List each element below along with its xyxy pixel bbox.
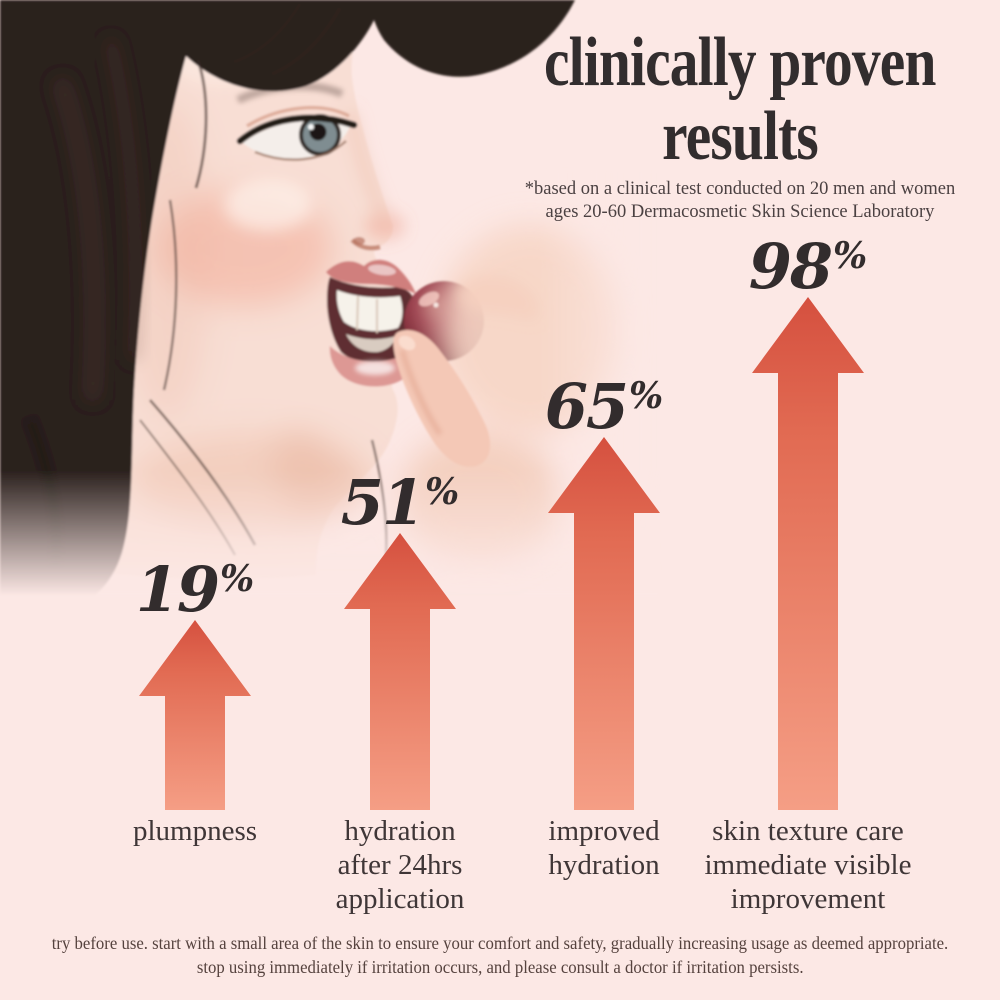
bar-label-plumpness: plumpness bbox=[132, 815, 258, 847]
percent-sign: % bbox=[833, 235, 868, 277]
bar-value-skin-texture: 98% bbox=[748, 230, 868, 303]
bar-label-improved-hydration: improved hydration bbox=[548, 815, 660, 881]
note-line2: ages 20-60 Dermacosmetic Skin Science La… bbox=[545, 202, 935, 222]
nose bbox=[350, 237, 381, 251]
footer-disclaimer: try before use. start with a small area … bbox=[0, 932, 1000, 979]
note-line1: *based on a clinical test conducted on 2… bbox=[524, 179, 956, 199]
clinical-test-note: *based on a clinical test conducted on 2… bbox=[470, 178, 1000, 224]
bar-value-improved-hydration: 65% bbox=[544, 370, 664, 443]
header: clinically proven results *based on a cl… bbox=[470, 26, 1000, 224]
bar-label-hydration-24hrs: hydration after 24hrs application bbox=[335, 815, 465, 915]
nose-bridge-shadow bbox=[345, 109, 389, 221]
fingernail bbox=[398, 335, 416, 351]
bar-label-skin-texture: skin texture care immediate visible impr… bbox=[704, 815, 912, 915]
index-finger bbox=[393, 330, 491, 467]
percent-sign: % bbox=[220, 558, 255, 600]
page-title-line1: clinically proven bbox=[544, 24, 936, 101]
bar-value-hydration-24hrs: 51% bbox=[340, 466, 460, 539]
page-title-line2: results bbox=[662, 98, 819, 175]
eye bbox=[236, 106, 358, 161]
cheek-highlight bbox=[224, 179, 312, 231]
percent-sign: % bbox=[425, 471, 460, 513]
nose-blush bbox=[365, 212, 405, 240]
bar-value-plumpness: 19% bbox=[135, 553, 255, 626]
percent-sign: % bbox=[629, 375, 664, 417]
disclaimer-line1: try before use. start with a small area … bbox=[51, 933, 949, 953]
disclaimer-line2: stop using immediately if irritation occ… bbox=[196, 956, 804, 977]
